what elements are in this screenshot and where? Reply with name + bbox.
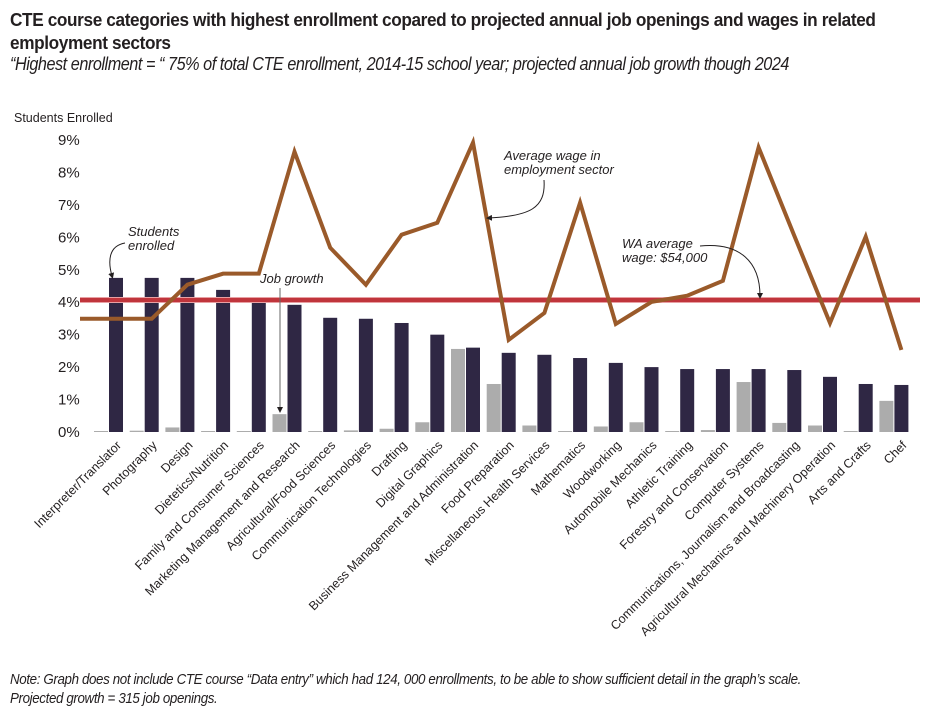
students-enrolled-bar [751,369,766,432]
y-tick-label: 6% [58,229,80,246]
job-growth-bar [201,431,216,432]
annotation-average-wage: Average wage in employment sector [503,148,614,177]
job-growth-bar [343,430,358,432]
wage-line-group [80,135,904,351]
job-growth-bar [272,414,287,432]
job-growth-bar [843,431,858,432]
job-growth-bar [700,430,715,432]
job-growth-bar [308,431,323,432]
students-enrolled-bar [216,289,231,432]
students-enrolled-bar [251,299,266,432]
job-growth-bar [879,400,894,432]
bars [94,277,909,432]
students-enrolled-bar [787,370,802,432]
job-growth-bar [736,382,751,432]
students-enrolled-bar [394,322,409,432]
annotations: Students enrolled Job growth Average wag… [108,148,763,413]
job-growth-bar [629,422,644,432]
job-growth-bar [129,430,144,432]
annotation-job-growth: Job growth [259,271,324,286]
annotation-students-enrolled: Students enrolled [128,224,183,253]
annotation-students-line2: enrolled [128,238,175,253]
annotation-wa-average: WA average wage: $54,000 [622,236,708,265]
students-enrolled-bar [644,367,659,432]
x-tick-label: Family and Consumer Sciences [132,438,267,573]
job-growth-bar [808,425,822,432]
annotation-students-line1: Students [128,224,180,239]
y-tick-label: 1% [58,392,80,409]
students-enrolled-bar [109,277,123,432]
job-growth-bar [236,431,251,432]
students-enrolled-bar [537,354,552,432]
y-tick-label: 9% [58,132,80,149]
job-growth-bar [94,431,108,432]
footnote-line1: Note: Graph does not include CTE course … [10,672,801,688]
annotation-wa-line1: WA average [622,236,693,251]
job-growth-bar [558,431,573,432]
job-growth-bar [379,428,394,432]
annotation-average-wage-arrow [486,179,545,221]
y-tick-label: 0% [58,424,80,441]
average-wage-line [80,135,904,351]
students-enrolled-bar [573,358,588,432]
students-enrolled-bar [894,384,909,432]
job-growth-bar [522,425,537,432]
job-growth-bar [772,422,787,432]
students-enrolled-bar [823,376,837,432]
students-enrolled-bar [323,317,338,432]
students-enrolled-bar [287,304,302,432]
y-tick-label: 3% [58,327,80,344]
job-growth-bar [665,431,680,432]
chart-title: CTE course categories with highest enrol… [10,9,876,53]
annotation-wage-line2: employment sector [504,162,614,177]
footnote: Note: Graph does not include CTE course … [10,671,801,709]
annotation-students-arrow [108,242,126,279]
job-growth-bar [165,427,180,432]
students-enrolled-bar [680,369,695,432]
y-tick-label: 7% [58,197,80,214]
annotation-wa-line2: wage: $54,000 [622,250,708,265]
y-tick-label: 2% [58,359,80,376]
y-tick-label: 5% [58,262,80,279]
annotation-wa-arrow [699,244,763,299]
x-tick-label: Arts and Crafts [805,438,874,507]
x-axis-labels: Interpreter/TranslatorPhotographyDesignD… [32,438,910,639]
y-axis-ticks: 0% 1% 2% 3% 4% 5% 6% 7% 8% 9% [58,132,80,441]
students-enrolled-bar [466,347,480,432]
students-enrolled-bar [430,334,445,432]
y-axis-label: Students Enrolled [14,111,113,125]
students-enrolled-bar [858,383,873,432]
job-growth-bar [415,422,430,432]
job-growth-bar [593,426,608,432]
footnote-line2: Projected growth = 315 job openings. [10,691,218,707]
y-tick-label: 8% [58,164,80,181]
annotation-wage-line1: Average wage in [503,148,601,163]
students-enrolled-bar [715,369,730,432]
x-tick-label: Chef [881,438,910,467]
job-growth-bar [486,383,501,432]
students-enrolled-bar [358,318,373,432]
students-enrolled-bar [501,352,516,432]
job-growth-bar [451,348,465,432]
students-enrolled-bar [608,362,623,432]
students-enrolled-bar [180,277,195,432]
y-tick-label: 4% [58,294,80,311]
chart-subtitle: “Highest enrollment = “ 75% of total CTE… [10,54,789,74]
